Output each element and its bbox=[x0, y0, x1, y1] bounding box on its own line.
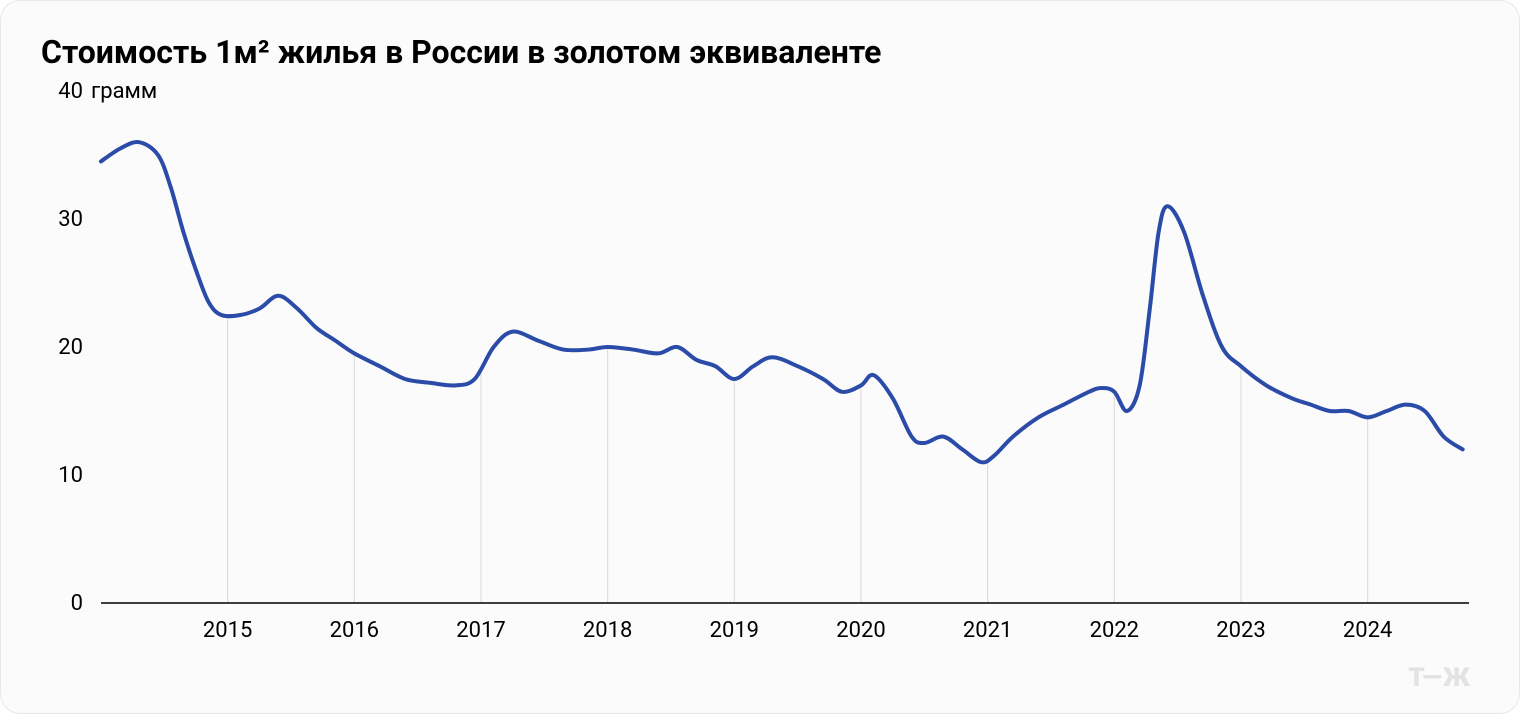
x-tick-label: 2024 bbox=[1343, 618, 1392, 643]
chart-card: Стоимость 1м² жилья в России в золотом э… bbox=[0, 0, 1520, 714]
plot-area: 0 10 20 30 40 грамм 2015 2016 2017 2018 2019 2020 20… bbox=[41, 81, 1479, 653]
x-tick-label: 2022 bbox=[1090, 618, 1139, 643]
y-tick-label: 40 bbox=[58, 81, 83, 104]
y-tick-label: 0 bbox=[71, 591, 83, 616]
y-tick-label: 10 bbox=[58, 463, 83, 488]
y-tick-label: 30 bbox=[58, 207, 83, 232]
x-tick-label: 2018 bbox=[583, 618, 632, 643]
x-tick-label: 2019 bbox=[710, 618, 759, 643]
x-tick-label: 2016 bbox=[330, 618, 379, 643]
watermark-logo: Т—Ж bbox=[1408, 663, 1471, 693]
line-chart-svg: 0 10 20 30 40 грамм 2015 2016 2017 2018 2019 2020 20… bbox=[41, 81, 1479, 653]
x-tick-label: 2023 bbox=[1216, 618, 1265, 643]
x-tick-label: 2020 bbox=[836, 618, 885, 643]
chart-title: Стоимость 1м² жилья в России в золотом э… bbox=[41, 33, 1479, 71]
x-tick-label: 2021 bbox=[963, 618, 1012, 643]
y-tick-label: 20 bbox=[58, 335, 83, 360]
x-tick-label: 2015 bbox=[203, 618, 252, 643]
x-tick-label: 2017 bbox=[456, 618, 505, 643]
y-unit-label: грамм bbox=[91, 81, 157, 104]
data-line bbox=[101, 142, 1463, 462]
